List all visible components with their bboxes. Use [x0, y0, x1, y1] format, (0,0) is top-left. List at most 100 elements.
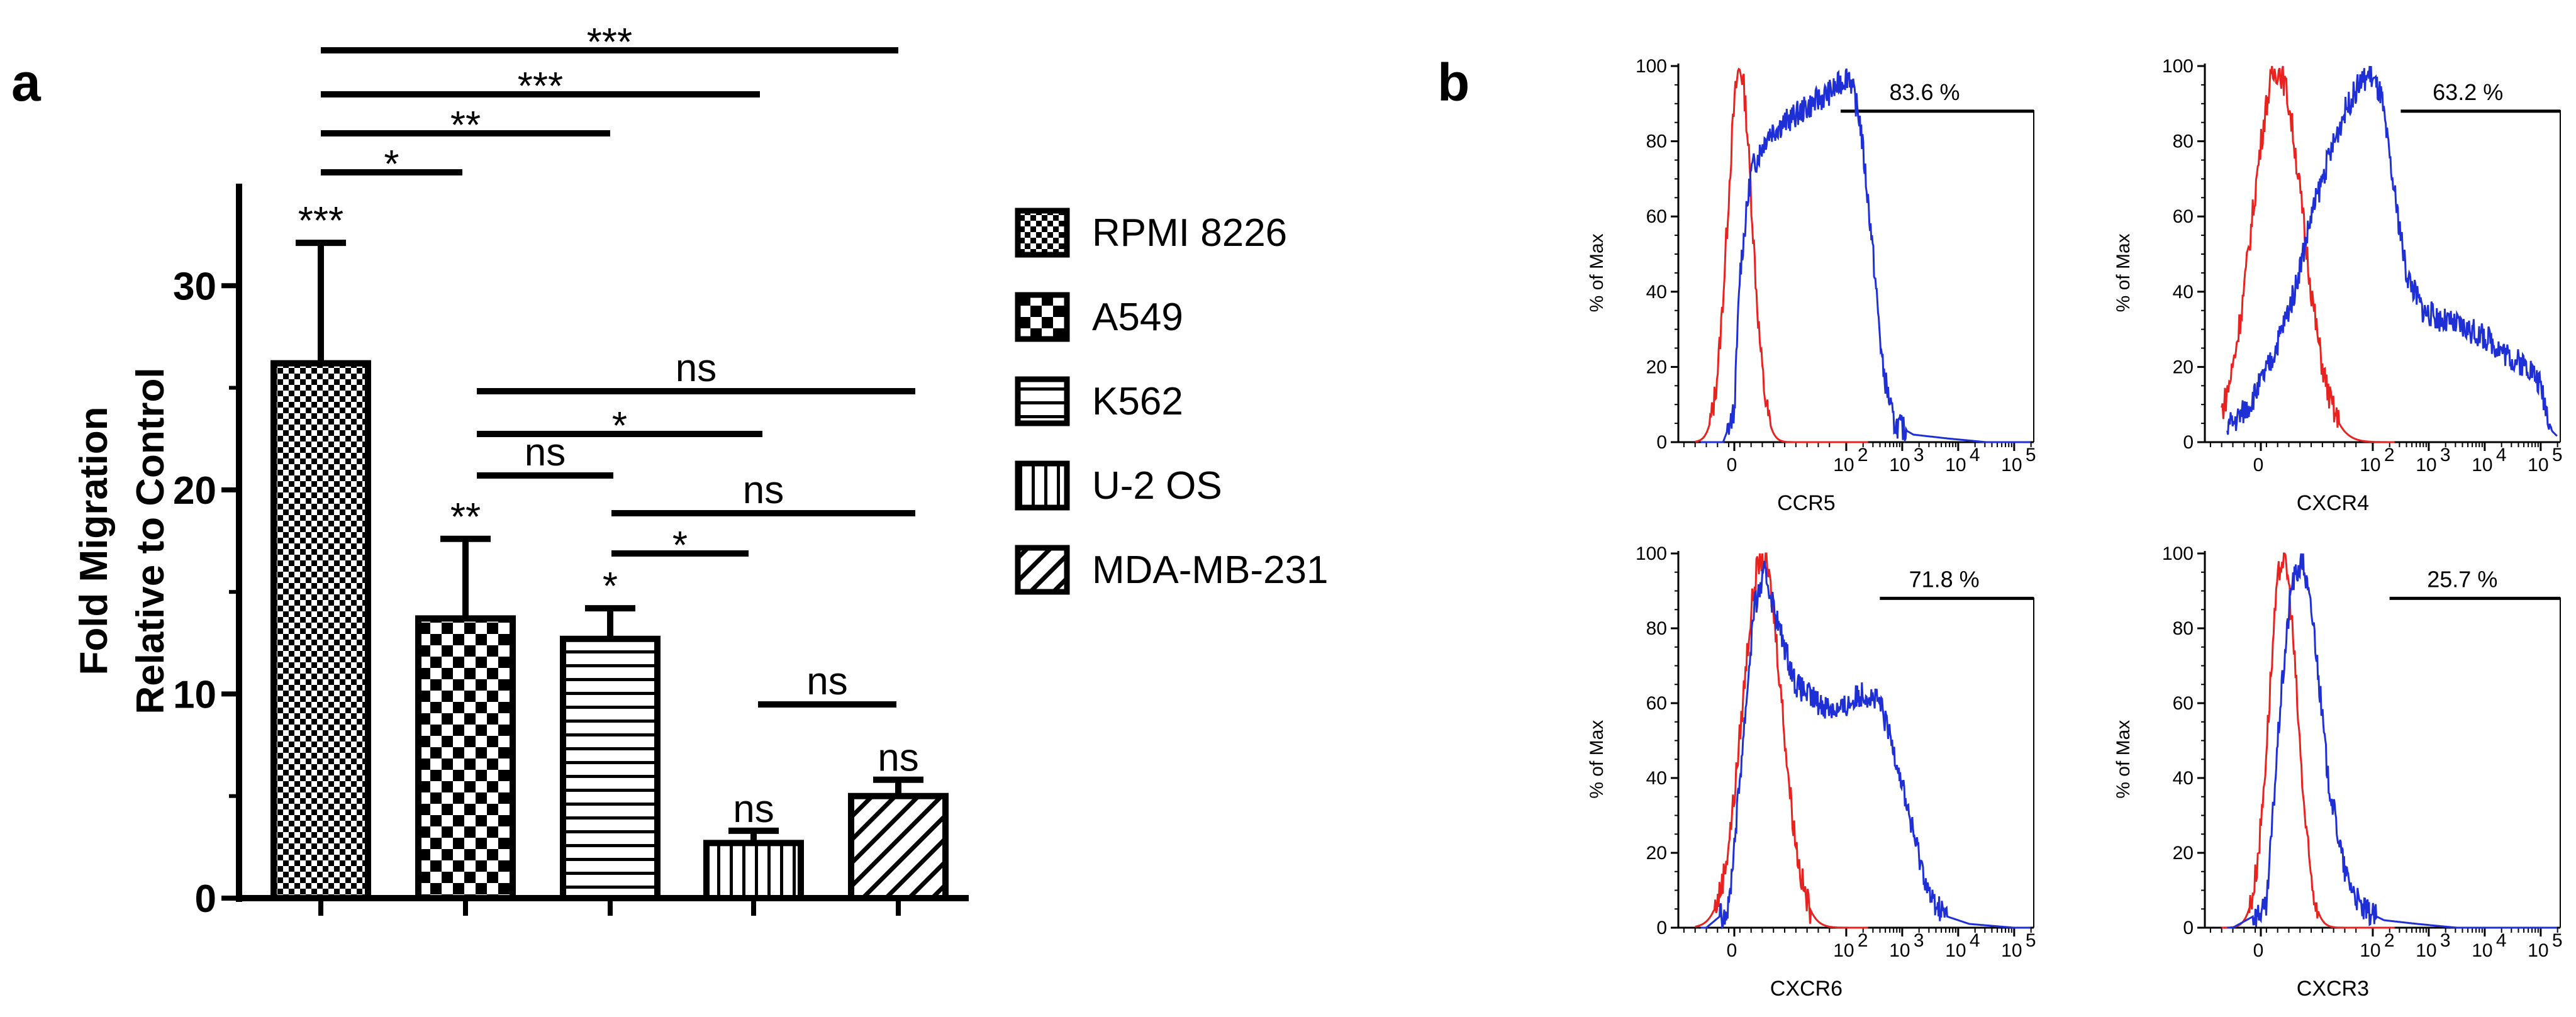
bar-chart-axes: 0 10 20 30 Fold Migration Relative to Control	[72, 184, 969, 921]
histogram-x-tick-exponent: 4	[1970, 445, 1980, 465]
comparison-label: *	[612, 404, 627, 448]
histogram-x-tick-exponent: 2	[1858, 445, 1868, 465]
legend-label: K562	[1092, 380, 1183, 423]
histogram-x-tick-label: 0	[2253, 455, 2264, 475]
histogram-y-tick-label: 60	[2173, 206, 2194, 227]
histogram-x-tick-label: 10	[2472, 940, 2492, 961]
histogram-x-tick-exponent: 2	[2384, 930, 2395, 951]
stained-histogram-curve	[1700, 68, 2031, 443]
histogram-x-tick-exponent: 2	[1858, 930, 1868, 951]
bar-mda-mb-231	[848, 792, 949, 901]
comparison-label: *	[384, 143, 399, 186]
bar-significance-label: ns	[878, 736, 918, 780]
y-tick-label: 0	[195, 877, 216, 921]
comparison-label: ns	[743, 469, 784, 512]
histogram-y-label: % of Max	[2113, 720, 2134, 799]
legend-swatch	[1015, 292, 1070, 342]
legend-swatch	[1015, 545, 1070, 595]
histogram-y-tick-label: 0	[1656, 432, 1667, 453]
histogram-x-tick-label: 10	[2360, 455, 2380, 475]
histogram-y-label: % of Max	[1586, 233, 1607, 312]
comparison-label: **	[450, 104, 481, 147]
legend-label: RPMI 8226	[1092, 211, 1287, 255]
histogram-y-label: % of Max	[1586, 720, 1607, 799]
histogram-y-tick-label: 40	[2173, 282, 2194, 303]
histogram-x-tick-label: 0	[1727, 455, 1737, 475]
histogram-x-tick-exponent: 3	[1914, 930, 1924, 951]
bar-a549	[415, 615, 516, 902]
histogram-y-tick-label: 0	[2183, 918, 2194, 938]
gate-percentage: 63.2 %	[2433, 79, 2503, 105]
comparison-label: *	[672, 524, 688, 567]
histogram-x-tick-label: 10	[1889, 455, 1910, 475]
histogram-x-tick-exponent: 3	[2440, 930, 2451, 951]
histogram-x-tick-label: 10	[2528, 940, 2548, 961]
histogram-y-tick-label: 20	[2173, 843, 2194, 864]
histogram-y-tick-label: 60	[1646, 206, 1667, 227]
histogram-x-tick-exponent: 5	[2026, 930, 2036, 951]
histogram-x-tick-exponent: 3	[1914, 445, 1924, 465]
histogram-x-tick-exponent: 5	[2026, 445, 2036, 465]
isotype-histogram-curve	[1695, 552, 1868, 929]
histogram-y-tick-label: 60	[2173, 693, 2194, 714]
stained-histogram-curve	[2227, 553, 2557, 929]
gate-percentage: 25.7 %	[2427, 566, 2497, 592]
y-axis-title-line: Fold Migration	[72, 406, 116, 675]
histogram-x-tick-label: 10	[1833, 940, 1854, 961]
histogram-x-tick-label: 10	[2001, 455, 2022, 475]
histogram-x-tick-exponent: 3	[2440, 445, 2451, 465]
histogram-y-tick-label: 0	[2183, 432, 2194, 453]
histogram-y-label: % of Max	[2113, 233, 2134, 312]
comparison-label: ns	[525, 431, 566, 474]
isotype-histogram-curve	[2221, 552, 2395, 929]
y-axis-title: Fold Migration Relative to Control	[72, 367, 172, 714]
y-tick-label: 30	[173, 265, 216, 308]
legend-label: A549	[1092, 296, 1183, 339]
bar-significance-label: ***	[298, 199, 343, 243]
histogram-x-tick-exponent: 5	[2552, 930, 2563, 951]
histogram-y-tick-label: 100	[2162, 543, 2194, 564]
histogram-x-tick-exponent: 5	[2552, 445, 2563, 465]
histogram-y-tick-label: 100	[2162, 56, 2194, 77]
histogram-x-label: CXCR3	[2297, 977, 2369, 1001]
histogram-x-tick-label: 0	[1727, 940, 1737, 961]
histogram-x-tick-label: 10	[2360, 940, 2380, 961]
histogram-x-tick-label: 10	[1945, 455, 1966, 475]
histogram-x-tick-label: 10	[1945, 940, 1966, 961]
bar-significance-label: **	[450, 496, 481, 539]
histogram-x-tick-exponent: 4	[1970, 930, 1980, 951]
histogram-y-tick-label: 80	[2173, 131, 2194, 152]
histogram-y-tick-label: 40	[2173, 768, 2194, 789]
bar-u-2-os	[703, 840, 804, 902]
legend-label: U-2 OS	[1092, 464, 1222, 508]
histogram-x-tick-exponent: 2	[2384, 445, 2395, 465]
stained-histogram-curve	[1700, 560, 2031, 930]
comparison-label: ***	[518, 65, 563, 108]
histogram-x-tick-label: 0	[2253, 940, 2264, 961]
legend-label: MDA-MB-231	[1092, 548, 1329, 592]
histogram-y-tick-label: 20	[1646, 357, 1667, 377]
comparison-label: ns	[676, 347, 716, 390]
histogram-x-tick-label: 10	[1889, 940, 1910, 961]
isotype-histogram-curve	[2221, 65, 2395, 443]
histogram-y-tick-label: 40	[1646, 282, 1667, 303]
histogram-y-tick-label: 20	[2173, 357, 2194, 377]
histogram-y-tick-label: 80	[1646, 618, 1667, 639]
histogram-x-tick-label: 10	[1833, 455, 1854, 475]
gate-percentage: 71.8 %	[1909, 566, 1980, 592]
legend-swatch	[1015, 376, 1070, 426]
histogram-x-label: CXCR6	[1770, 977, 1843, 1001]
bar-k562	[560, 635, 661, 902]
histogram-x-tick-label: 10	[2001, 940, 2022, 961]
stained-histogram-curve	[2226, 65, 2558, 437]
bar-significance-label: *	[603, 565, 618, 608]
